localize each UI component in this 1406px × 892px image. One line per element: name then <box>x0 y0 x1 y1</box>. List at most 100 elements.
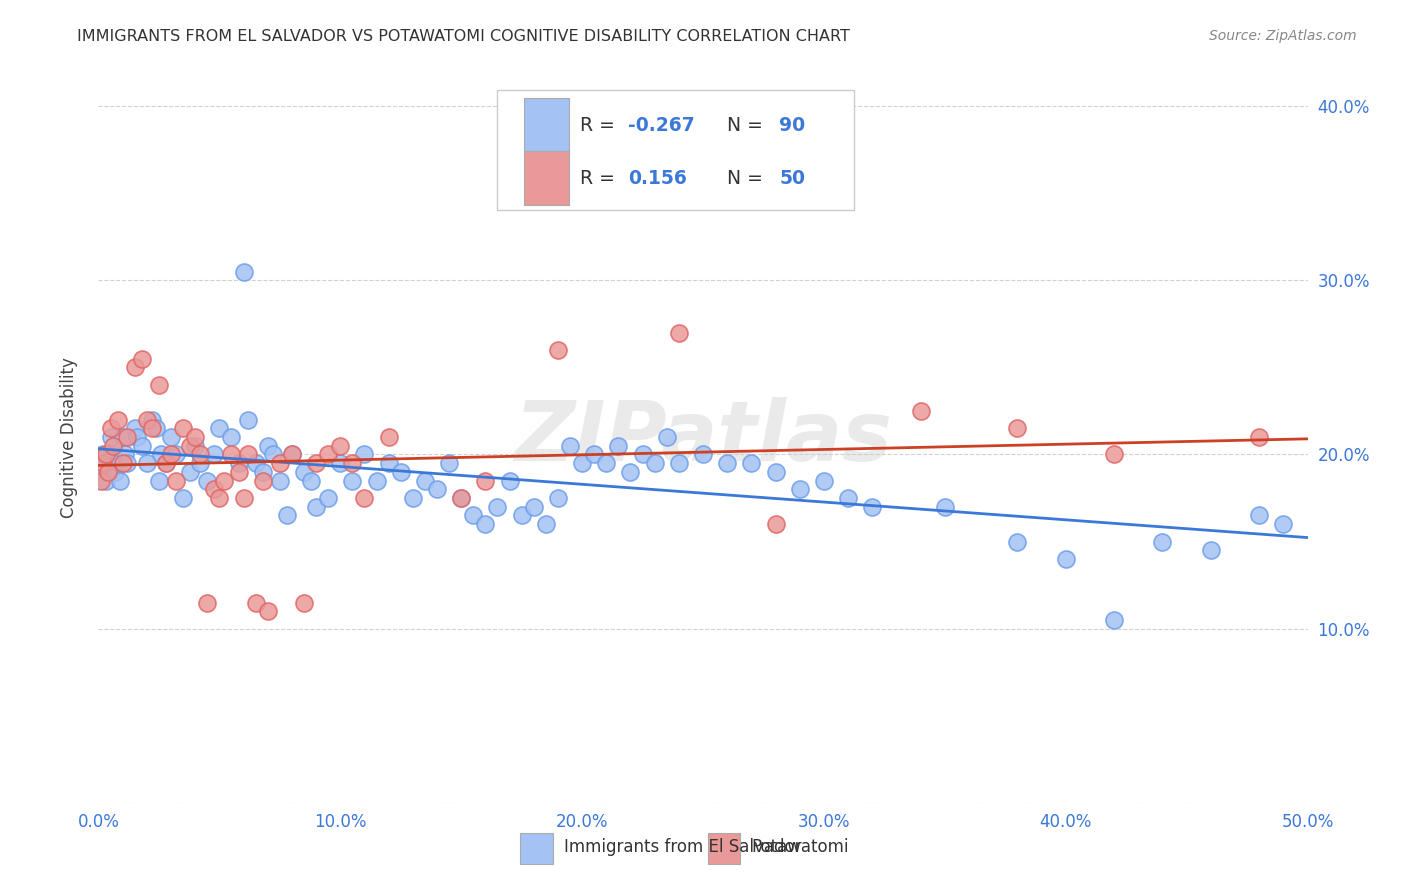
Point <box>281 448 304 462</box>
Point <box>860 500 883 514</box>
Point <box>145 421 167 435</box>
Point <box>1007 421 1029 435</box>
Point <box>765 517 787 532</box>
Point <box>547 491 569 505</box>
Point <box>510 508 533 523</box>
Point <box>655 430 678 444</box>
Point <box>329 439 352 453</box>
Point <box>1102 613 1125 627</box>
Point <box>1102 448 1125 462</box>
Point <box>262 448 284 462</box>
Point <box>184 439 207 453</box>
Point <box>426 483 449 497</box>
Point <box>558 439 581 453</box>
Point <box>619 465 641 479</box>
Point <box>114 448 136 462</box>
Point <box>150 448 173 462</box>
Point <box>97 456 120 470</box>
Text: IMMIGRANTS FROM EL SALVADOR VS POTAWATOMI COGNITIVE DISABILITY CORRELATION CHART: IMMIGRANTS FROM EL SALVADOR VS POTAWATOM… <box>77 29 851 44</box>
Point <box>342 456 364 470</box>
Point <box>124 421 146 435</box>
Point <box>117 430 139 444</box>
Point <box>141 412 163 426</box>
Point <box>934 500 956 514</box>
Point <box>256 439 278 453</box>
Point <box>141 421 163 435</box>
Text: 0.156: 0.156 <box>628 169 688 188</box>
Point <box>179 439 201 453</box>
Point <box>104 465 127 479</box>
Point <box>1249 430 1271 444</box>
Point <box>389 465 412 479</box>
Point <box>299 474 322 488</box>
Point <box>523 500 546 514</box>
Point <box>269 456 291 470</box>
FancyBboxPatch shape <box>524 98 569 153</box>
Point <box>281 448 304 462</box>
Point <box>292 595 315 609</box>
Point <box>353 448 375 462</box>
Point <box>127 430 149 444</box>
Text: 50: 50 <box>779 169 806 188</box>
Text: Source: ZipAtlas.com: Source: ZipAtlas.com <box>1209 29 1357 43</box>
Point <box>238 448 260 462</box>
Point <box>1272 517 1295 532</box>
FancyBboxPatch shape <box>498 90 855 211</box>
Point <box>90 474 112 488</box>
Point <box>305 456 328 470</box>
Point <box>692 448 714 462</box>
Point <box>316 448 339 462</box>
Point <box>101 448 124 462</box>
Point <box>228 456 250 470</box>
Point <box>155 456 177 470</box>
Point <box>377 456 399 470</box>
Point <box>377 430 399 444</box>
Point <box>232 491 254 505</box>
Point <box>450 491 472 505</box>
Point <box>644 456 666 470</box>
Point <box>498 474 520 488</box>
Point <box>160 448 183 462</box>
Point <box>366 474 388 488</box>
Point <box>402 491 425 505</box>
Point <box>188 456 211 470</box>
Point <box>813 474 835 488</box>
Point <box>245 595 267 609</box>
Text: N =: N = <box>716 169 769 188</box>
Point <box>94 474 117 488</box>
Point <box>148 474 170 488</box>
Point <box>1152 534 1174 549</box>
Point <box>463 508 485 523</box>
Point <box>204 448 226 462</box>
FancyBboxPatch shape <box>707 833 741 863</box>
Point <box>107 412 129 426</box>
Point <box>172 421 194 435</box>
Y-axis label: Cognitive Disability: Cognitive Disability <box>59 357 77 517</box>
Point <box>172 491 194 505</box>
Text: 90: 90 <box>779 116 806 135</box>
Point <box>208 491 231 505</box>
Point <box>165 448 187 462</box>
Text: Potawatomi: Potawatomi <box>751 838 849 855</box>
Point <box>90 465 112 479</box>
Point <box>595 456 617 470</box>
FancyBboxPatch shape <box>524 152 569 205</box>
Text: R =: R = <box>579 116 620 135</box>
FancyBboxPatch shape <box>520 833 553 863</box>
Point <box>583 448 606 462</box>
Point <box>232 265 254 279</box>
Point <box>238 412 260 426</box>
Point <box>221 448 243 462</box>
Point <box>97 465 120 479</box>
Text: ZIPatlas: ZIPatlas <box>515 397 891 477</box>
Point <box>571 456 593 470</box>
Point <box>135 412 157 426</box>
Point <box>131 439 153 453</box>
Point <box>165 474 187 488</box>
Point <box>107 456 129 470</box>
Point <box>91 456 114 470</box>
Point <box>607 439 630 453</box>
Point <box>450 491 472 505</box>
Point <box>108 474 131 488</box>
Point <box>547 343 569 357</box>
